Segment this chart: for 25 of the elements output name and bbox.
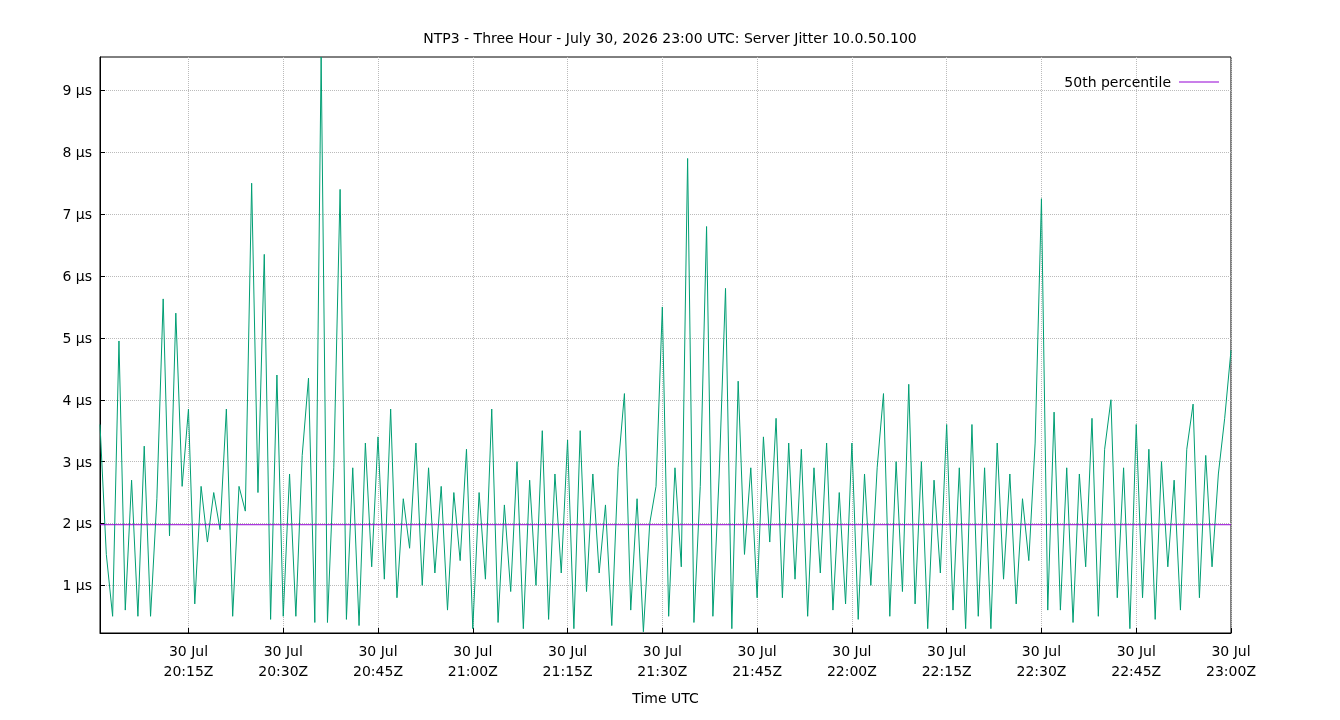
x-tick-label: 30 Jul 21:30Z <box>637 643 688 679</box>
chart-title: NTP3 - Three Hour - July 30, 2026 23:00 UTC: Server Jitter 10.0.50.100 <box>423 30 917 46</box>
y-tick-label: 4 µs <box>62 391 92 408</box>
x-tick-label: 30 Jul 23:00Z <box>1206 643 1256 679</box>
x-tick-label: 30 Jul 20:30Z <box>258 643 309 679</box>
x-tick-label: 30 Jul 21:00Z <box>447 643 498 679</box>
y-tick-label: 2 µs <box>62 515 92 532</box>
x-tick-label: 30 Jul 21:15Z <box>542 643 593 679</box>
y-tick-label: 3 µs <box>62 453 92 470</box>
x-tick-label: 30 Jul 21:45Z <box>732 643 783 679</box>
y-tick-label: 1 µs <box>62 577 92 594</box>
x-tick-label: 30 Jul 22:30Z <box>1016 643 1067 679</box>
x-tick-label: 30 Jul 22:00Z <box>826 643 877 679</box>
x-tick-label: 30 Jul 22:45Z <box>1111 643 1162 679</box>
y-tick-label: 5 µs <box>62 329 92 346</box>
y-tick-label: 7 µs <box>62 206 92 223</box>
line-series <box>99 56 1232 633</box>
x-axis-title: Time UTC <box>631 690 699 706</box>
x-tick-label: 30 Jul 22:15Z <box>921 643 972 679</box>
y-tick-label: 9 µs <box>62 82 92 99</box>
x-tick-label: 30 Jul 20:15Z <box>163 643 214 679</box>
x-tick-label: 30 Jul 20:45Z <box>353 643 403 679</box>
legend-label: 50th percentile <box>1064 74 1171 90</box>
y-tick-label: 6 µs <box>62 268 92 285</box>
y-tick-label: 8 µs <box>62 144 92 161</box>
